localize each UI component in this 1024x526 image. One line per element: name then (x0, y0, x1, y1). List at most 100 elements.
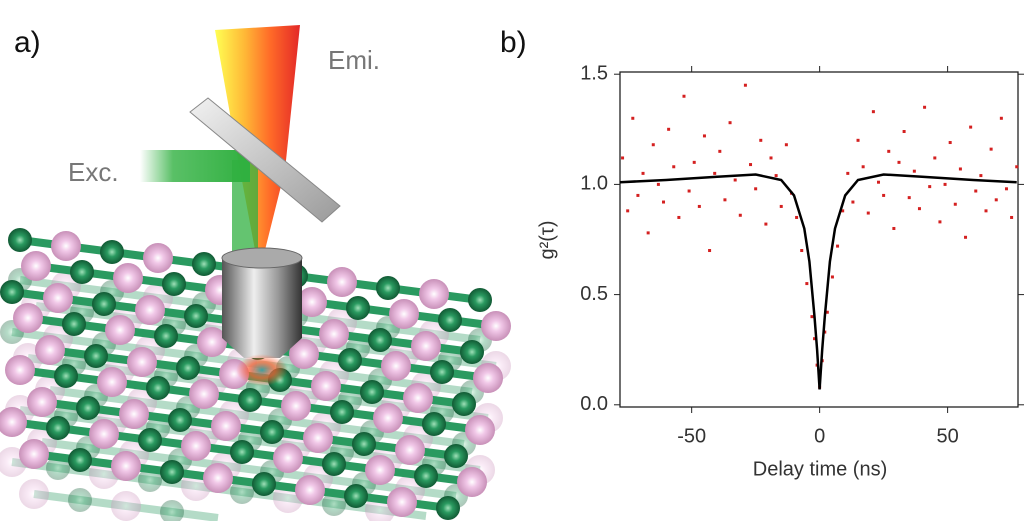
atom (54, 364, 78, 388)
data-point (621, 156, 624, 159)
data-point (974, 190, 977, 193)
atom (119, 399, 149, 429)
panel-label: a) (14, 26, 41, 59)
atom (422, 412, 446, 436)
atom (146, 376, 170, 400)
panel-label: b) (500, 26, 527, 59)
data-point (672, 165, 675, 168)
atom (365, 455, 395, 485)
data-point (682, 95, 685, 98)
atom (168, 408, 192, 432)
atom (127, 347, 157, 377)
excitation-label: Exc. (68, 157, 119, 187)
atom (62, 312, 86, 336)
data-point (867, 212, 870, 215)
atom (376, 276, 400, 300)
atom (430, 360, 454, 384)
data-point (985, 209, 988, 212)
atom (273, 443, 303, 473)
plot-frame (620, 72, 1018, 407)
atom (352, 432, 376, 456)
atom (468, 288, 492, 312)
atom (414, 464, 438, 488)
atom (113, 263, 143, 293)
data-point (785, 143, 788, 146)
data-point (642, 172, 645, 175)
data-point (810, 315, 813, 318)
atom (389, 299, 419, 329)
atom (460, 340, 484, 364)
data-point (933, 156, 936, 159)
atom (111, 491, 141, 521)
data-point (964, 236, 967, 239)
atom (135, 295, 165, 325)
atom (160, 500, 184, 521)
x-axis-label: Delay time (ns) (753, 458, 887, 480)
atom (481, 311, 511, 341)
atom (43, 283, 73, 313)
atom (203, 463, 233, 493)
data-point (636, 194, 639, 197)
x-tick-label: 50 (936, 425, 958, 447)
atom (76, 396, 100, 420)
atom (0, 280, 24, 304)
data-point (749, 163, 752, 166)
atom (176, 356, 200, 380)
atom (181, 431, 211, 461)
data-point (764, 223, 767, 226)
atom (338, 348, 362, 372)
atom (327, 267, 357, 297)
atom (211, 411, 241, 441)
atom (27, 387, 57, 417)
data-point (913, 170, 916, 173)
atom (162, 272, 186, 296)
data-point (959, 167, 962, 170)
atom (444, 444, 468, 468)
atom (51, 231, 81, 261)
data-point (846, 172, 849, 175)
atom (473, 363, 503, 393)
y-tick-label: 1.0 (580, 173, 608, 195)
atom (89, 419, 119, 449)
data-point (1015, 165, 1018, 168)
objective-top (222, 248, 302, 268)
excitation-beam-down (232, 160, 258, 260)
atom (143, 243, 173, 273)
atom (322, 452, 346, 476)
objective (222, 258, 302, 338)
data-point (836, 245, 839, 248)
data-point (734, 178, 737, 181)
data-point (626, 209, 629, 212)
atom (373, 403, 403, 433)
data-point (718, 150, 721, 153)
data-point (851, 201, 854, 204)
atom (100, 240, 124, 264)
atom (68, 488, 92, 512)
atom (238, 388, 262, 412)
fit-line (620, 175, 1017, 390)
atom (252, 472, 276, 496)
data-point (908, 196, 911, 199)
data-point (780, 205, 783, 208)
data-point (918, 207, 921, 210)
data-point (857, 139, 860, 142)
atom (387, 487, 417, 517)
atom (411, 331, 441, 361)
atom (330, 400, 354, 424)
data-point (713, 172, 716, 175)
data-point (882, 194, 885, 197)
data-point (657, 183, 660, 186)
atom (403, 383, 433, 413)
atom (311, 371, 341, 401)
data-point (729, 121, 732, 124)
data-point (770, 156, 773, 159)
atom (452, 392, 476, 416)
atom (68, 448, 92, 472)
y-axis-label: g²(τ) (536, 220, 558, 259)
figure: a) Emi. Exc. b) Delay time (ns) g²(τ) 0.… (0, 0, 1024, 521)
data-point (805, 282, 808, 285)
atom (105, 315, 135, 345)
data-point (800, 249, 803, 252)
data-point (739, 214, 742, 217)
atom (13, 303, 43, 333)
